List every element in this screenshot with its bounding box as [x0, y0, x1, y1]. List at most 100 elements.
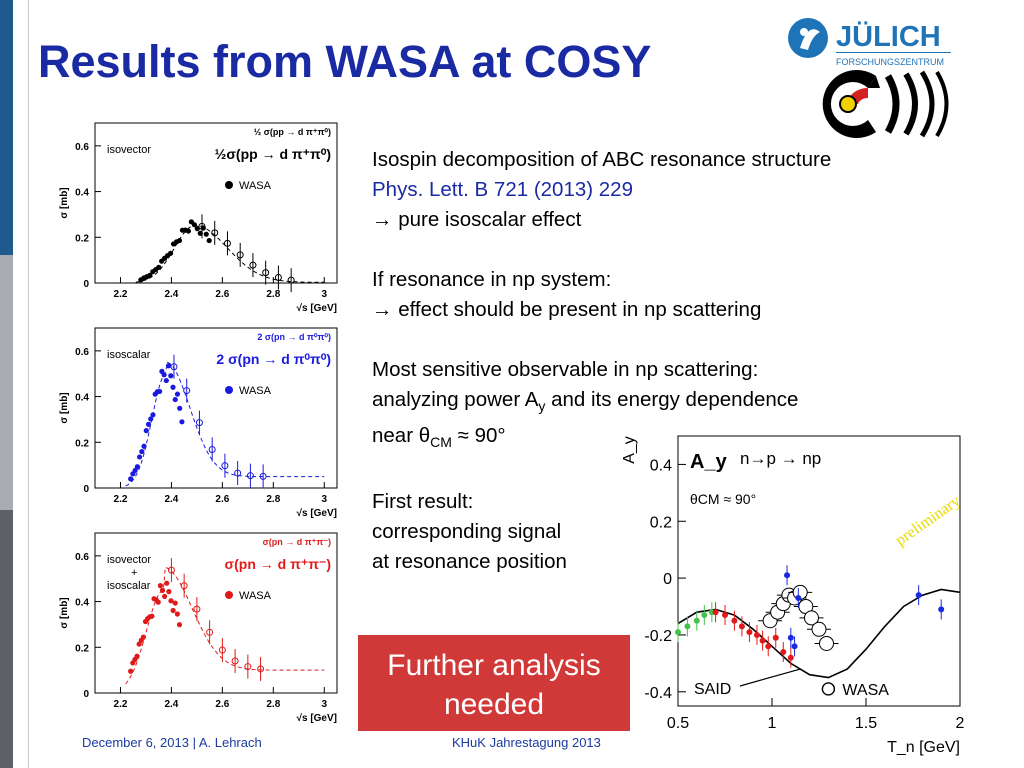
text-line: near θCM ≈ 90°: [372, 421, 972, 457]
y-axis-label: A_y: [621, 436, 638, 464]
data-point: [170, 384, 176, 390]
juelich-wordmark: JÜLICH: [836, 20, 941, 53]
x-tick-label: 2.4: [164, 699, 178, 710]
text-line: First result:: [372, 490, 474, 514]
y-tick-label: 0.4: [75, 598, 89, 609]
footer-center: KHuK Jahrestagung 2013: [452, 735, 601, 750]
juelich-logo-graphic: JÜLICH FORSCHUNGSZENTRUM: [788, 18, 951, 67]
theory-curve: [135, 224, 325, 283]
panel-label: isoscalar: [107, 580, 151, 592]
y-tick-label: 0.2: [75, 233, 89, 244]
data-point: [157, 388, 163, 395]
data-point: [166, 589, 172, 595]
text-fragment: near θ: [372, 424, 431, 448]
data-point-red: [746, 629, 753, 636]
data-point-blue: [938, 606, 945, 613]
data-point: [155, 599, 161, 605]
plot-frame: [94, 327, 338, 489]
y-tick-label: 0.6: [75, 552, 89, 563]
panel-plot: 0 0.2 0.4 0.6 2.2 2.4 2.6 2.8 3 √s [GeV] σ [mb] iso…: [59, 327, 338, 519]
y-tick-label: 0.6: [75, 347, 89, 358]
y-tick-label: 0.2: [75, 438, 89, 449]
data-point-green: [693, 617, 700, 624]
data-point: [168, 373, 174, 379]
subscript: y: [538, 398, 546, 415]
panel-label: isoscalar: [107, 349, 151, 361]
data-point: [206, 237, 212, 244]
data-point: [136, 454, 143, 460]
footer-left: December 6, 2013 | A. Lehrach: [82, 735, 262, 750]
data-point-red: [731, 617, 738, 624]
text-fragment: ≈ 90°: [451, 424, 506, 448]
data-point: [157, 583, 163, 589]
panel-isovector: 0 0.2 0.4 0.6 2.2 2.4 2.6 2.8 3 √s [GeV] σ [mb] iso…: [55, 115, 345, 314]
x-tick-label: 2.2: [114, 494, 128, 505]
panel-label: +: [131, 567, 137, 579]
data-point-red: [712, 609, 719, 616]
legend-label: WASA: [239, 180, 272, 192]
further-analysis-line-2: needed: [443, 688, 545, 721]
y-tick-label: 0.4: [650, 457, 672, 474]
data-point: [185, 228, 192, 234]
reference-line: Phys. Lett. B 721 (2013) 229: [372, 178, 633, 201]
data-point-green: [675, 629, 681, 636]
divider: [28, 0, 29, 768]
data-point: [176, 622, 183, 628]
x-axis-label: √s [GeV]: [297, 713, 338, 723]
body-text: Isospin decomposition of ABC resonance s…: [372, 145, 972, 577]
data-point: [165, 363, 172, 369]
data-point-blue: [784, 572, 791, 579]
x-tick-label: 2.6: [215, 494, 229, 505]
data-point-red: [759, 637, 766, 644]
panel-combined: 0 0.2 0.4 0.6 2.2 2.4 2.6 2.8 3 √s [GeV] σ [mb] iso…: [55, 525, 345, 724]
x-tick-label: 2.4: [164, 289, 178, 300]
x-tick-label: 3: [321, 494, 327, 505]
plot-frame: [677, 435, 961, 707]
text-line: analyzing power Ay and its energy depend…: [372, 385, 972, 421]
data-point-red: [780, 649, 787, 655]
y-axis-label: σ [mb]: [59, 597, 70, 628]
x-tick-label: 3: [321, 289, 327, 300]
sidebar-stripe-top: [0, 0, 13, 255]
x-tick-label: 2.6: [215, 699, 229, 710]
y-tick-label: 0.6: [75, 142, 89, 153]
y-tick-label: 0: [663, 571, 672, 588]
data-point: [176, 237, 183, 244]
data-point: [203, 231, 209, 237]
data-point: [143, 428, 149, 434]
legend-marker: [225, 591, 233, 599]
data-point: [194, 226, 200, 232]
data-point-blue: [795, 595, 802, 601]
panel-plot: 0 0.2 0.4 0.6 2.2 2.4 2.6 2.8 3 √s [GeV] σ [mb] iso…: [59, 122, 338, 314]
juelich-logo: JÜLICH FORSCHUNGSZENTRUM: [786, 14, 956, 70]
ay-chart: 0.4 0.2 0 -0.2 -0.4 0.5 1 1.5 2 T_n [GeV] A_y A_y n→…: [620, 428, 1020, 760]
data-point-red: [753, 631, 760, 638]
said-label: SAID: [694, 681, 731, 698]
y-tick-label: 0.4: [75, 188, 89, 199]
formula-small: σ(pn → d π⁺π⁻): [263, 537, 331, 547]
theory-curve: [125, 566, 325, 685]
subscript: CM: [430, 434, 452, 451]
x-axis-label: √s [GeV]: [297, 303, 338, 313]
sidebar-stripe: [0, 0, 13, 768]
x-tick-label: 2.8: [266, 699, 280, 710]
x-tick-label: 3: [321, 699, 327, 710]
text-line: If resonance in np system:: [372, 268, 612, 291]
legend-marker: [821, 682, 836, 696]
reaction-label: n→p → np: [740, 449, 821, 468]
x-tick-label: 2.8: [266, 289, 280, 300]
x-tick-label: 2.6: [215, 289, 229, 300]
data-point: [149, 613, 155, 619]
data-point: [172, 396, 178, 403]
text-line: → effect should be present in np scatter…: [372, 298, 762, 321]
data-point: [172, 600, 178, 606]
page-title: Results from WASA at COSY: [38, 36, 652, 87]
data-point: [177, 405, 183, 411]
data-point: [162, 593, 168, 600]
data-point-red: [772, 634, 779, 641]
data-point: [145, 421, 152, 427]
text-fragment: analyzing power A: [372, 388, 539, 411]
ay-chart-svg: 0.4 0.2 0 -0.2 -0.4 0.5 1 1.5 2 T_n [GeV] A_y A_y n→…: [621, 435, 965, 756]
formula-big: σ(pn → d π⁺π⁻): [225, 556, 331, 572]
data-point-blue: [791, 643, 798, 650]
